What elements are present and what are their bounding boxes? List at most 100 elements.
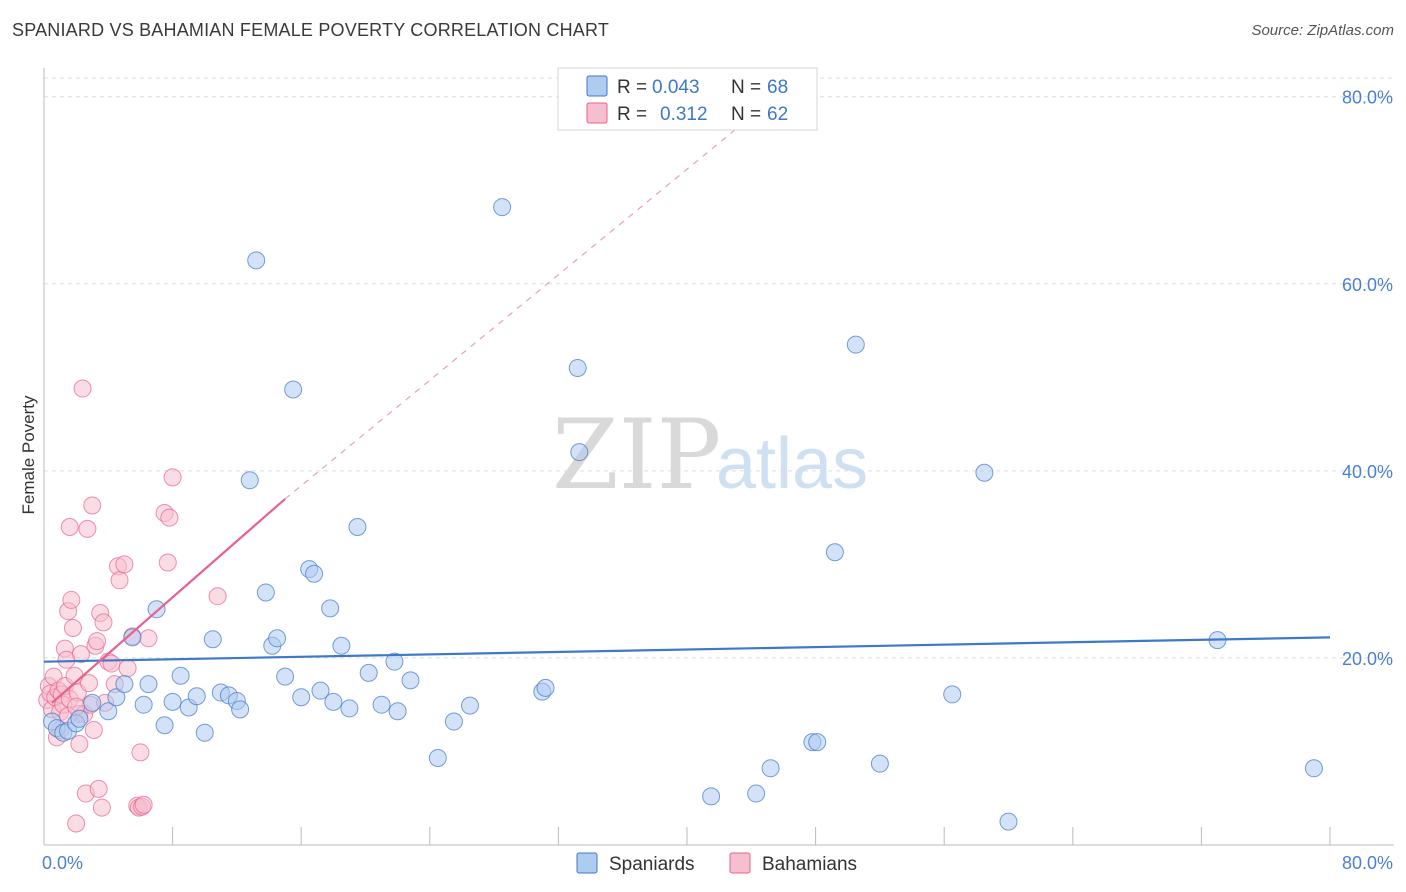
spaniards-point-37 [324,692,343,711]
legend-n-value-bahamians: 62 [767,104,788,125]
spaniards-point-42 [372,695,391,714]
bahamians-point-20 [67,814,86,833]
spaniards-point-35 [311,681,330,700]
spaniards-point-18 [187,687,206,706]
spaniards-point-26 [247,251,266,270]
watermark: ZIP atlas [552,399,868,511]
spaniards-point-31 [284,380,303,399]
bahamians-point-29 [80,674,99,693]
legend-r-value-spaniards: 0.043 [652,77,700,98]
spaniards-point-30 [276,667,295,686]
bahamians-point-24 [71,645,90,664]
spaniards-point-7 [99,702,118,721]
spaniards-point-6 [83,693,102,712]
bahamians-point-17 [62,590,81,609]
bahamians-point-34 [88,632,107,651]
spaniards-point-47 [444,712,463,731]
axes [43,68,1394,846]
spaniards-point-34 [305,564,324,583]
spaniards-point-58 [808,733,827,752]
bahamians-point-18 [63,618,82,637]
spaniards-point-15 [163,692,182,711]
x-tick-label-min: 0.0% [42,853,83,873]
bahamians-point-15 [60,517,79,536]
spaniards-point-62 [943,685,962,704]
watermark-atlas: atlas [716,424,868,504]
spaniards-point-44 [388,702,407,721]
spaniards-point-5 [70,709,89,728]
spaniards-point-56 [761,759,780,778]
legend-r-value-bahamians: 0.312 [660,104,708,125]
spaniards-point-46 [428,749,447,768]
spaniards-point-16 [171,666,190,685]
bahamians-point-57 [163,468,182,487]
spaniards-point-38 [332,636,351,655]
bahamians-point-46 [118,659,137,678]
spaniards-point-54 [702,787,721,806]
spaniards-point-12 [139,675,158,694]
legend-n-value-spaniards: 68 [767,77,788,98]
spaniards-point-48 [460,696,479,715]
bottom-legend-swatch-bahamians [729,852,751,874]
spaniards-point-36 [321,599,340,618]
y-tick-label-80: 80.0% [1342,88,1393,108]
bahamians-point-32 [84,720,103,739]
spaniards-point-60 [846,335,865,354]
bahamians-point-52 [134,795,153,814]
spaniards-point-9 [115,675,134,694]
y-tick-label-20: 20.0% [1342,649,1393,669]
spaniards-point-24 [231,700,250,719]
spaniards-point-55 [747,784,766,803]
spaniards-point-10 [123,628,142,647]
tick-labels: 20.0% 40.0% 60.0% 80.0% 0.0% 80.0% [42,88,1393,873]
spaniards-points [43,198,1323,831]
chart-title: SPANIARD VS BAHAMIAN FEMALE POVERTY CORR… [12,20,610,40]
spaniards-point-39 [340,699,359,718]
legend-r-label-1: R = [617,77,647,98]
bahamians-point-53 [139,629,158,648]
trendlines [43,96,1331,704]
bahamians-point-28 [78,519,97,538]
y-tick-label-60: 60.0% [1342,275,1393,295]
bahamians-point-35 [89,779,108,798]
bahamians-points [38,379,227,833]
spaniards-point-53 [570,443,589,462]
spaniards-point-43 [385,652,404,671]
bahamians-point-50 [131,743,150,762]
bahamians-trendline [51,498,286,704]
bottom-legend-swatch-spaniards [576,852,598,874]
grid-lines [44,77,1394,659]
spaniards-point-32 [292,688,311,707]
bahamians-point-44 [110,571,129,590]
spaniards-point-61 [870,754,889,773]
correlation-legend: R = 0.043 N = 68 R = 0.312 N = 62 [557,67,818,131]
spaniards-point-59 [825,543,844,562]
legend-r-label-2: R = [617,104,647,125]
legend-n-label-2: N = [731,104,761,125]
spaniards-point-29 [268,629,287,648]
bahamians-point-31 [83,496,102,515]
spaniards-point-49 [493,198,512,217]
bahamians-point-38 [94,613,113,632]
bahamians-point-23 [70,734,89,753]
bahamians-trendline-extension [284,96,776,500]
bahamians-point-45 [115,555,134,574]
spaniards-point-14 [155,716,174,735]
spaniards-point-52 [568,358,587,377]
spaniards-point-13 [147,600,166,619]
spaniards-point-25 [240,471,259,490]
spaniards-point-41 [359,663,378,682]
bahamians-point-56 [160,508,179,527]
spaniards-trendline [43,636,1331,663]
bottom-legend-spaniards: Spaniards [609,854,695,875]
source-label: Source: ZipAtlas.com [1251,22,1394,39]
legend-n-label-1: N = [731,77,761,98]
spaniards-point-8 [107,688,126,707]
spaniards-point-64 [999,812,1018,831]
y-axis-label: Female Poverty [19,395,38,515]
spaniards-point-51 [536,678,555,697]
bahamians-point-55 [158,553,177,572]
spaniards-point-45 [401,671,420,690]
spaniards-point-11 [134,695,153,714]
